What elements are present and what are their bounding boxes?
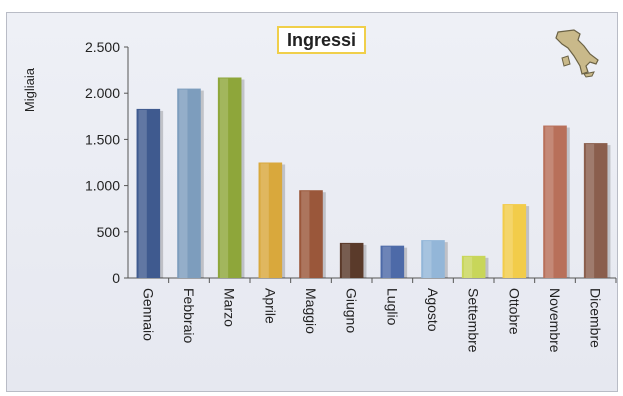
bar-group [136,108,164,279]
bar [421,240,445,278]
bar-group [258,162,286,278]
bar [380,245,405,278]
bar-highlight [341,243,351,278]
bar-highlight [382,246,391,278]
x-tick-label: Gennaio [140,288,156,341]
bar-group [502,204,530,278]
x-tick-label: Ottobre [506,288,522,335]
bar-group [421,240,448,278]
bar-group [380,245,408,278]
bar [217,77,242,278]
bar [502,204,527,278]
bar [461,255,486,278]
bar-highlight [219,78,229,278]
y-tick-label: 1.000 [85,178,120,194]
bar-highlight [260,163,269,278]
x-tick-label: Luglio [384,288,400,326]
y-tick-label: 2.000 [85,85,120,101]
y-tick-label: 1.500 [85,131,120,147]
bar-highlight [301,191,310,278]
bar [177,88,201,278]
bar-highlight [138,109,147,279]
x-tick-label: Maggio [303,288,319,334]
chart-title: Ingressi [277,26,367,54]
y-tick-label: 2.500 [85,39,120,55]
bar-highlight [585,144,595,278]
bar-highlight [545,126,554,278]
x-tick-label: Marzo [222,288,238,327]
x-tick-label: Giugno [344,288,360,333]
y-tick-label: 500 [97,224,121,240]
x-tick-label: Dicembre [588,288,604,348]
bar [299,190,323,278]
x-tick-label: Aprile [262,288,278,324]
x-tick-label: Febbraio [181,288,197,343]
bar-group [177,88,204,278]
italy-map-icon [555,29,599,78]
bar-highlight [423,241,432,278]
bar-highlight [463,256,473,278]
x-tick-label: Agosto [425,288,441,332]
bar-highlight [504,205,513,278]
bar [136,108,161,279]
bar-group [339,242,367,278]
x-tick-label: Settembre [466,288,482,353]
bar-group [461,255,489,278]
y-tick-label: 0 [112,270,120,286]
bar [583,143,608,278]
bar [258,162,283,278]
bar-group [217,77,245,278]
bar-highlight [179,89,188,278]
bar-group [583,143,611,278]
bar [339,242,364,278]
bar-group [543,125,570,278]
x-tick-label: Novembre [547,288,563,353]
bar [543,125,567,278]
bar-group [299,190,326,278]
